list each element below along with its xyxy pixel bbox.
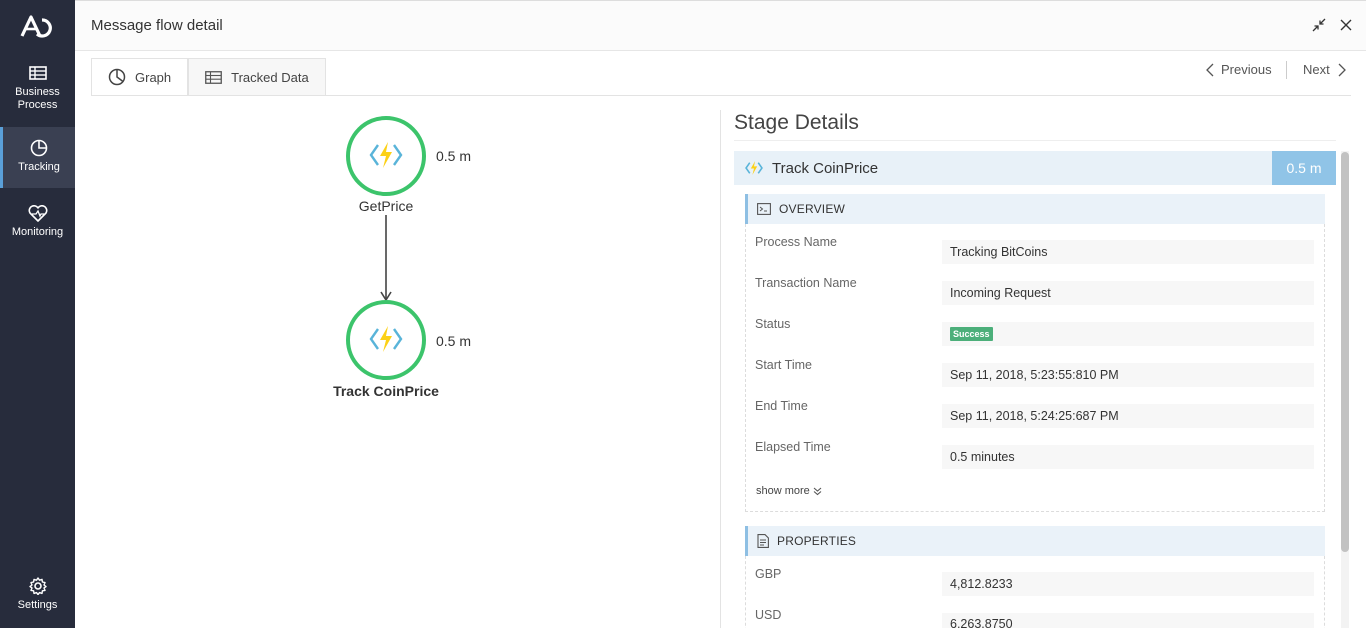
graph-node-track-coinprice[interactable] xyxy=(346,300,426,380)
stage-duration-badge: 0.5 m xyxy=(1272,151,1336,185)
azure-function-icon xyxy=(745,160,763,176)
tab-tracked-data[interactable]: Tracked Data xyxy=(188,58,326,96)
tabs-divider xyxy=(91,95,1351,96)
stage-title-underline xyxy=(734,140,1336,141)
nav-label-process: Process xyxy=(17,99,58,111)
field-label: Status xyxy=(755,317,791,331)
azure-function-icon xyxy=(369,324,403,357)
tab-tracked-data-label: Tracked Data xyxy=(231,69,309,85)
nav-item-monitoring[interactable]: Monitoring xyxy=(0,204,75,248)
field-value: Sep 11, 2018, 5:23:55:810 PM xyxy=(942,363,1314,387)
app-logo[interactable] xyxy=(0,0,75,52)
graph-node-getprice[interactable] xyxy=(346,116,426,196)
azure-function-icon xyxy=(369,140,403,173)
node-label-track-coinprice: Track CoinPrice xyxy=(333,383,439,399)
terminal-icon xyxy=(757,203,771,215)
field-label: End Time xyxy=(755,399,808,413)
field-label: GBP xyxy=(755,567,782,581)
node-label-getprice: GetPrice xyxy=(358,198,414,214)
field-value: 4,812.8233 xyxy=(942,572,1314,596)
properties-section xyxy=(745,556,1325,628)
nav-item-tracking[interactable]: Tracking xyxy=(0,127,75,188)
overview-section xyxy=(745,224,1325,512)
chevron-left-icon xyxy=(1206,63,1214,76)
business-process-icon xyxy=(28,64,48,82)
field-label: Transaction Name xyxy=(755,276,857,290)
nav-label-monitoring: Monitoring xyxy=(11,226,64,238)
next-label: Next xyxy=(1303,62,1330,77)
field-value: Incoming Request xyxy=(942,281,1314,305)
tab-bar: Graph Tracked Data xyxy=(91,58,326,96)
field-value: 6,263.8750 xyxy=(942,613,1314,628)
next-button[interactable]: Next xyxy=(1303,62,1346,77)
stage-name: Track CoinPrice xyxy=(772,159,879,177)
nav-item-settings[interactable]: Settings xyxy=(0,577,75,619)
show-more-link[interactable]: show more xyxy=(756,485,822,497)
tab-graph[interactable]: Graph xyxy=(91,58,189,96)
stage-details-title: Stage Details xyxy=(734,111,859,134)
overview-title: OVERVIEW xyxy=(779,202,846,216)
nav-label-settings: Settings xyxy=(17,599,58,611)
node-duration-track-coinprice: 0.5 m xyxy=(436,333,472,349)
nav-label-tracking: Tracking xyxy=(18,161,60,173)
show-more-label: show more xyxy=(756,485,810,497)
close-icon[interactable] xyxy=(1337,16,1355,34)
field-label: Elapsed Time xyxy=(755,440,831,454)
field-label: USD xyxy=(755,608,782,622)
pie-chart-icon xyxy=(108,68,126,86)
status-badge: Success xyxy=(950,327,993,341)
nav-label-business: Business xyxy=(15,86,60,98)
pager-separator xyxy=(1286,61,1287,79)
previous-label: Previous xyxy=(1221,62,1272,77)
field-value: Sep 11, 2018, 5:24:25:687 PM xyxy=(942,404,1314,428)
minimize-icon[interactable] xyxy=(1310,16,1328,34)
chevron-right-icon xyxy=(1338,63,1346,76)
gear-icon xyxy=(28,577,48,595)
field-label: Process Name xyxy=(755,235,837,249)
table-icon xyxy=(205,70,223,84)
tab-graph-label: Graph xyxy=(135,69,172,85)
status-field: Success xyxy=(942,322,1314,346)
overview-section-header[interactable]: OVERVIEW xyxy=(745,194,1325,224)
previous-button[interactable]: Previous xyxy=(1206,62,1272,77)
field-value: 0.5 minutes xyxy=(942,445,1314,469)
document-icon xyxy=(757,534,769,548)
chevron-double-down-icon xyxy=(813,487,822,495)
field-value: Tracking BitCoins xyxy=(942,240,1314,264)
stage-header: Track CoinPrice 0.5 m xyxy=(734,151,1336,185)
scrollbar-thumb[interactable] xyxy=(1341,152,1349,552)
main-panel: Message flow detail Graph xyxy=(75,0,1366,628)
monitoring-icon xyxy=(28,204,48,222)
nav-item-business-process[interactable]: Business Process xyxy=(0,64,75,120)
properties-section-header[interactable]: PROPERTIES xyxy=(745,526,1325,556)
flow-connector-arrow xyxy=(380,215,392,302)
tracking-icon xyxy=(29,139,49,157)
panel-divider xyxy=(720,110,721,628)
node-duration-getprice: 0.5 m xyxy=(436,148,472,164)
page-title: Message flow detail xyxy=(91,17,223,34)
title-bar: Message flow detail xyxy=(75,1,1366,51)
sidebar: Business Process Tracking Monitoring xyxy=(0,0,75,628)
field-label: Start Time xyxy=(755,358,812,372)
properties-title: PROPERTIES xyxy=(777,534,857,548)
